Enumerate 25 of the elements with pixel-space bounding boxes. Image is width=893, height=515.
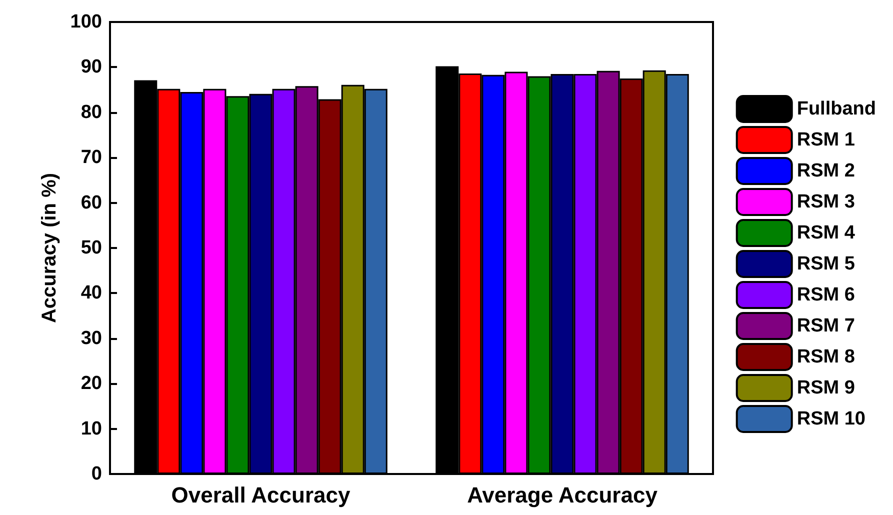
y-tick-label: 100 <box>70 12 102 32</box>
legend-label: RSM 5 <box>796 254 856 274</box>
legend-label: Fullband <box>796 98 876 120</box>
legend-label: RSM 2 <box>796 160 855 182</box>
legend-label: RSM 6 <box>796 284 855 306</box>
y-tick-label: 10 <box>80 418 102 440</box>
x-tick-label: Overall Accuracy <box>171 482 351 508</box>
legend-label: RSM 9 <box>796 378 855 398</box>
legend-label: RSM 1 <box>796 130 856 150</box>
legend-label: RSM 3 <box>796 192 855 212</box>
legend-label: RSM 4 <box>796 222 856 244</box>
legend-label: RSM 7 <box>796 316 855 336</box>
y-axis-title: Accuracy (in %) <box>38 172 60 324</box>
y-tick-label: 40 <box>80 282 102 304</box>
y-tick-label: 30 <box>80 328 102 349</box>
y-tick-label: 90 <box>80 56 102 78</box>
legend-label: RSM 8 <box>796 346 855 368</box>
y-tick-label: 20 <box>80 373 102 394</box>
y-tick-label: 70 <box>80 147 102 168</box>
x-tick-label: Average Accuracy <box>467 482 658 508</box>
y-tick-label: 50 <box>80 238 102 258</box>
y-tick-label: 0 <box>91 464 102 484</box>
y-tick-label: 60 <box>80 192 102 214</box>
legend-label: RSM 10 <box>796 408 866 430</box>
y-tick-label: 80 <box>80 102 102 123</box>
